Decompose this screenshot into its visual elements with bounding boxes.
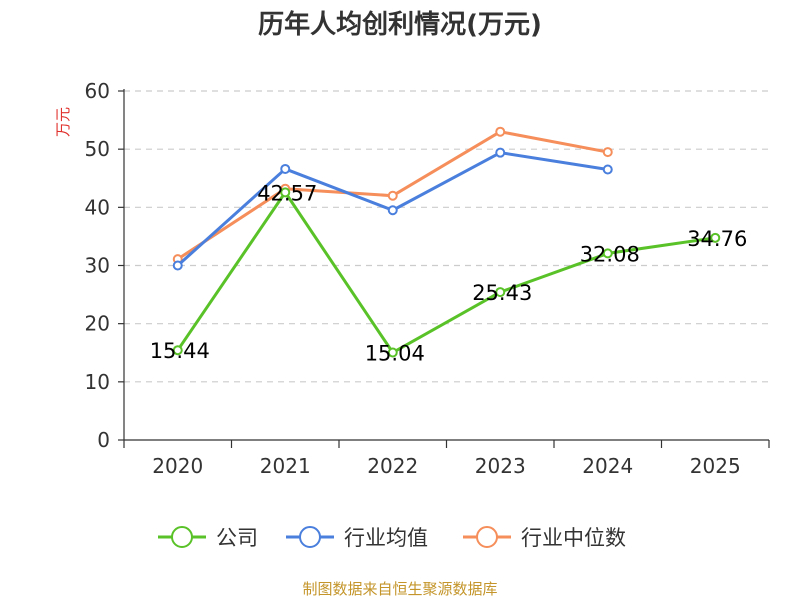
data-point[interactable] bbox=[172, 345, 183, 356]
data-point[interactable] bbox=[602, 248, 613, 259]
legend[interactable]: 公司 行业均值 行业中位数 bbox=[158, 526, 626, 550]
series-line bbox=[176, 190, 716, 355]
y-tick-label: 40 bbox=[85, 195, 110, 219]
legend-item[interactable]: 行业中位数 bbox=[463, 526, 626, 550]
data-label: 15.44 bbox=[150, 339, 210, 363]
legend-marker bbox=[476, 526, 498, 548]
series-1 bbox=[172, 147, 613, 271]
grid bbox=[124, 90, 769, 383]
y-tick-label: 10 bbox=[85, 370, 110, 394]
x-tick-label: 2022 bbox=[367, 454, 418, 478]
chart-title: 历年人均创利情况(万元) bbox=[258, 9, 542, 40]
legend-marker bbox=[171, 526, 193, 548]
data-label: 42.57 bbox=[257, 181, 317, 205]
data-point[interactable] bbox=[172, 260, 183, 271]
data-point[interactable] bbox=[280, 187, 291, 198]
legend-item[interactable]: 公司 bbox=[158, 526, 258, 550]
x-tick-label: 2023 bbox=[475, 454, 526, 478]
y-tick-label: 60 bbox=[85, 79, 110, 103]
y-tick-label: 20 bbox=[85, 312, 110, 336]
data-point[interactable] bbox=[495, 126, 506, 137]
series-0 bbox=[172, 187, 721, 358]
axes: 0 10 20 30 40 50 60 2020 2021 2022 2023 2024 2025 bbox=[85, 79, 770, 478]
data-point[interactable] bbox=[387, 190, 398, 201]
legend-item[interactable]: 行业均值 bbox=[286, 526, 428, 550]
y-tick-label: 0 bbox=[97, 428, 110, 452]
data-point[interactable] bbox=[602, 164, 613, 175]
legend-label: 行业均值 bbox=[344, 526, 428, 550]
x-tick-label: 2021 bbox=[260, 454, 311, 478]
series bbox=[172, 126, 721, 358]
data-point[interactable] bbox=[602, 147, 613, 158]
data-label: 32.08 bbox=[580, 242, 640, 266]
data-point[interactable] bbox=[387, 205, 398, 216]
data-labels: 15.44 42.57 15.04 25.43 32.08 34.76 bbox=[150, 181, 748, 365]
x-tick-label: 2024 bbox=[582, 454, 633, 478]
y-tick-label: 30 bbox=[85, 254, 110, 278]
legend-label: 公司 bbox=[216, 526, 258, 550]
data-point[interactable] bbox=[495, 287, 506, 298]
x-tick-label: 2025 bbox=[690, 454, 741, 478]
series-2 bbox=[172, 126, 613, 265]
data-point[interactable] bbox=[387, 347, 398, 358]
y-axis-label: 万元 bbox=[54, 107, 72, 137]
data-label: 15.04 bbox=[365, 342, 425, 366]
legend-label: 行业中位数 bbox=[521, 526, 626, 550]
data-point[interactable] bbox=[495, 147, 506, 158]
legend-marker bbox=[299, 526, 321, 548]
data-point[interactable] bbox=[280, 163, 291, 174]
data-point[interactable] bbox=[710, 232, 721, 243]
data-label: 34.76 bbox=[687, 227, 747, 251]
x-tick-label: 2020 bbox=[152, 454, 203, 478]
y-tick-label: 50 bbox=[85, 137, 110, 161]
source-note: 制图数据来自恒生聚源数据库 bbox=[302, 580, 497, 598]
data-label: 25.43 bbox=[472, 281, 532, 305]
